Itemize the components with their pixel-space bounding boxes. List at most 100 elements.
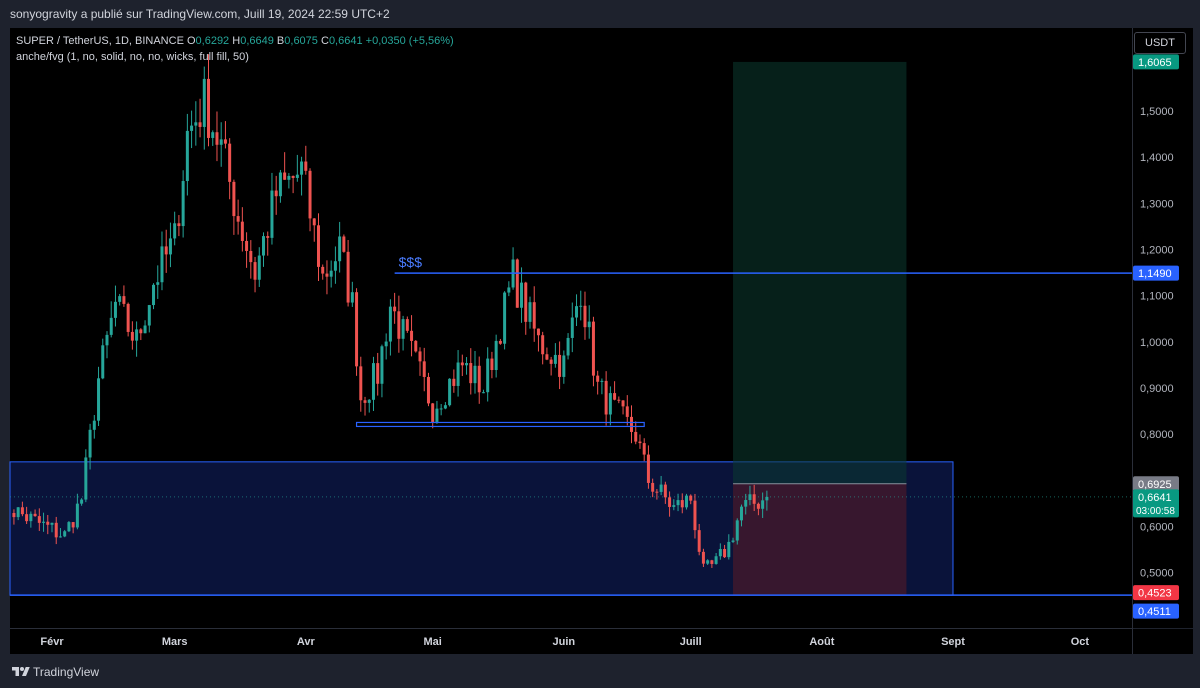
candle-body: [202, 78, 206, 127]
price-label-bg: [1133, 585, 1179, 601]
currency-button[interactable]: USDT: [1134, 32, 1186, 54]
candle-body: [262, 236, 265, 256]
candle-body: [617, 399, 621, 401]
candle-body: [625, 406, 629, 417]
candle-body: [105, 334, 109, 346]
candle-body: [558, 354, 562, 377]
price-label: 1,6065: [1138, 57, 1172, 69]
candle-body: [130, 331, 134, 341]
candle-body: [84, 457, 88, 500]
candle-body: [228, 143, 232, 182]
candle-body: [173, 223, 177, 239]
time-tick: Sept: [941, 636, 965, 648]
candle-body: [109, 317, 113, 335]
candle-body: [553, 354, 557, 364]
price-label: 0,4511: [1138, 606, 1171, 618]
candle-body: [50, 522, 54, 525]
price-tick: 0,5000: [1140, 568, 1174, 580]
candle-body: [587, 321, 591, 328]
candle-body: [287, 175, 291, 180]
candle-body: [113, 301, 117, 318]
countdown-label: 03:00:58: [1136, 506, 1175, 517]
candle-body: [152, 284, 156, 306]
candle-body: [710, 560, 714, 564]
candle-body: [181, 181, 185, 227]
candle-body: [752, 494, 756, 504]
price-label-bg: [1133, 489, 1179, 518]
candle-body: [685, 495, 688, 508]
candle-body: [321, 266, 325, 274]
candle-body: [33, 513, 37, 517]
price-tick: 0,8000: [1140, 429, 1174, 441]
price-label: 0,6641: [1138, 492, 1172, 504]
candle-body: [591, 321, 595, 376]
candle-body: [744, 500, 748, 507]
candle-body: [215, 132, 219, 145]
candle-body: [528, 302, 532, 322]
candle-body: [604, 380, 608, 415]
candle-body: [494, 340, 498, 370]
candle-body: [456, 362, 460, 386]
candle-body: [12, 512, 16, 518]
candle-body: [156, 282, 160, 285]
candle-body: [376, 363, 380, 384]
symbol-legend[interactable]: SUPER / TetherUS, 1D, BINANCE O0,6292 H0…: [16, 35, 454, 47]
price-label-bg: [1133, 476, 1179, 492]
candle-body: [621, 400, 625, 407]
candle-body: [211, 132, 215, 138]
price-axis[interactable]: [1133, 28, 1193, 628]
candle-body: [54, 522, 58, 538]
candle-body: [735, 520, 739, 541]
candle-body: [278, 172, 282, 197]
candle-body: [304, 161, 308, 171]
candle-body: [139, 329, 143, 334]
open-label: O: [186, 35, 196, 47]
candle-body: [727, 541, 731, 558]
candle-body: [37, 516, 41, 523]
candle-body: [608, 393, 612, 415]
candle-body: [562, 355, 566, 377]
candle-body: [718, 548, 722, 557]
candle-body: [570, 317, 574, 338]
candle-body: [71, 522, 75, 528]
candle-body: [118, 296, 122, 302]
candle-body: [638, 441, 642, 444]
candle-body: [29, 513, 33, 522]
candle-body: [168, 238, 172, 255]
candle-body: [486, 358, 490, 393]
candle-body: [249, 250, 253, 263]
candle-body: [524, 282, 528, 322]
candle-body: [380, 346, 384, 384]
publish-line: sonyogravity a publié sur TradingView.co…: [10, 7, 390, 21]
candle-body: [566, 337, 570, 356]
candle-body: [693, 500, 697, 531]
candle-body: [503, 292, 507, 344]
candle-body: [549, 359, 553, 364]
tradingview-logo-icon: [12, 667, 30, 676]
time-tick: Juill: [680, 636, 702, 648]
candle-body: [342, 236, 346, 252]
candle-body: [443, 405, 447, 409]
indicator-legend[interactable]: anche/fvg (1, no, solid, no, no, wicks, …: [16, 51, 249, 63]
time-axis[interactable]: [10, 629, 1132, 654]
candle-body: [363, 400, 367, 403]
candle-body: [498, 340, 502, 344]
candle-body: [88, 429, 92, 458]
candle-body: [723, 548, 727, 558]
candle-body: [579, 305, 583, 307]
candle-body: [706, 560, 710, 564]
candle-body: [630, 416, 634, 432]
candle-body: [300, 161, 304, 175]
candle-body: [63, 531, 67, 537]
candle-body: [384, 341, 388, 347]
candle-body: [439, 408, 443, 410]
high-label: H: [232, 35, 241, 47]
candle-body: [405, 319, 409, 331]
candle-body: [422, 361, 426, 377]
candle-body: [520, 282, 524, 308]
price-tick: 1,3000: [1140, 198, 1174, 210]
candle-body: [515, 259, 519, 308]
price-label-bg: [1133, 603, 1179, 619]
candles: [12, 54, 769, 568]
